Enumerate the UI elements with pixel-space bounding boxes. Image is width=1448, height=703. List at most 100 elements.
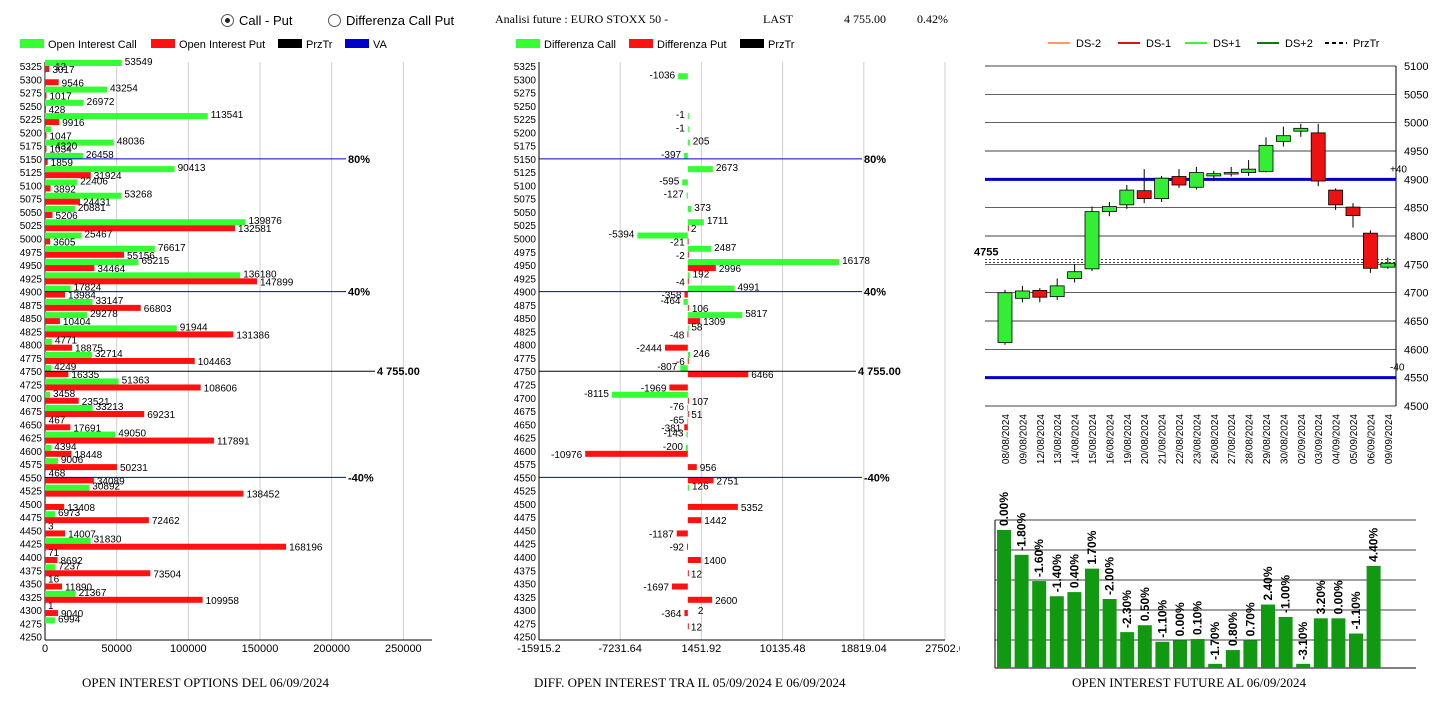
put-bar <box>687 570 689 577</box>
put-value-label: -1969 <box>641 383 667 394</box>
strike-label: 5325 <box>20 62 43 73</box>
future-bar <box>1120 632 1135 668</box>
future-bar <box>1261 604 1275 668</box>
put-bar <box>669 384 688 391</box>
call-bar <box>45 60 122 66</box>
call-bar <box>686 431 688 438</box>
put-bar <box>45 570 151 577</box>
call-value-label: 53268 <box>124 190 152 201</box>
put-bar <box>45 384 201 391</box>
strike-label: 4275 <box>514 619 537 630</box>
call-value-label: 22406 <box>80 176 108 187</box>
put-bar <box>45 464 117 471</box>
candle-body <box>1188 172 1204 188</box>
strike-label: 4850 <box>20 314 43 325</box>
put-value-label: 10404 <box>63 317 91 328</box>
change-value: 0.42% <box>917 12 948 26</box>
future-bar-label: 3.20% <box>1314 580 1328 614</box>
put-bar <box>45 543 287 550</box>
call-value-label: 33213 <box>96 402 124 413</box>
call-value-label: 7237 <box>58 561 81 572</box>
call-value-label: -65 <box>670 415 685 426</box>
legend-label-1: DS-1 <box>1146 38 1171 50</box>
call-bar <box>45 285 71 292</box>
call-bar <box>678 73 688 80</box>
call-bar <box>45 431 116 438</box>
put-value-label: 168196 <box>289 543 323 554</box>
strike-label: 4450 <box>20 526 43 537</box>
strike-label: 4650 <box>514 420 537 431</box>
put-value-label: 17691 <box>73 423 101 434</box>
call-bar <box>45 511 55 518</box>
future-bar-label: 0.00% <box>1173 602 1187 636</box>
strike-label: 5250 <box>20 102 43 113</box>
strike-label: 4375 <box>20 566 43 577</box>
call-value-label: -397 <box>661 150 681 161</box>
put-bar <box>687 556 701 563</box>
put-bar <box>687 357 689 364</box>
x-tick-label: 250000 <box>385 643 422 655</box>
strike-label: 5275 <box>20 89 43 100</box>
date-label: 16/08/2024 <box>1105 414 1116 464</box>
y-tick-label: 4850 <box>1404 203 1428 215</box>
strike-label: 4300 <box>20 606 43 617</box>
candle-body <box>1380 262 1396 268</box>
put-bar <box>45 517 149 524</box>
call-bar <box>45 365 52 372</box>
put-bar <box>45 198 81 205</box>
call-bar <box>45 99 84 106</box>
future-bar <box>1155 641 1170 668</box>
put-value-label: 106 <box>692 304 709 315</box>
put-bar <box>45 450 72 457</box>
strike-label: 4500 <box>514 500 537 511</box>
candle-body <box>1154 177 1170 199</box>
radio-differenza-indicator[interactable] <box>328 14 341 27</box>
strike-label: 4350 <box>514 580 537 591</box>
radio-differenza[interactable]: Differenza Call Put <box>328 13 454 28</box>
x-tick-label: 10135.48 <box>760 643 806 655</box>
call-value-label: 3458 <box>53 389 76 400</box>
strike-label: 4925 <box>20 274 43 285</box>
put-value-label: 12 <box>691 622 703 633</box>
put-bar <box>45 225 236 232</box>
put-value-label: -1697 <box>643 583 669 594</box>
call-value-label: 16 <box>48 575 60 586</box>
call-bar <box>687 205 692 212</box>
strike-label: 5300 <box>514 75 537 86</box>
put-value-label: 109958 <box>206 596 240 607</box>
strike-label: 4475 <box>514 513 537 524</box>
strike-label: 4400 <box>514 553 537 564</box>
oi-future-caption: OPEN INTEREST FUTURE AL 06/09/2024 <box>1072 675 1307 690</box>
put-bar <box>45 371 69 378</box>
call-bar <box>45 550 46 557</box>
candle-body <box>1223 172 1239 175</box>
radio-call-put[interactable]: Call - Put <box>221 13 292 28</box>
radio-call-put-indicator[interactable] <box>221 14 234 27</box>
oi-options-caption: OPEN INTEREST OPTIONS DEL 06/09/2024 <box>82 675 329 690</box>
put-value-label: 428 <box>49 105 66 116</box>
put-value-label: -2444 <box>636 344 662 355</box>
put-value-label: 1442 <box>704 516 727 527</box>
put-value-label: 138452 <box>246 490 280 501</box>
date-label: 21/08/2024 <box>1158 414 1169 464</box>
put-bar <box>45 251 125 258</box>
call-bar <box>45 564 56 571</box>
put-value-label: -364 <box>661 609 681 620</box>
call-value-label: 29278 <box>90 309 118 320</box>
x-tick-label: 1451.92 <box>682 643 722 655</box>
call-value-label: 51363 <box>122 375 150 386</box>
call-value-label: 4991 <box>737 283 760 294</box>
future-bar <box>1067 592 1082 668</box>
future-bar-label: 2.40% <box>1261 566 1275 600</box>
call-value-label: -143 <box>663 429 683 440</box>
strike-label: 5000 <box>20 235 43 246</box>
call-value-label: 43254 <box>110 84 138 95</box>
oi-future-chart: 0.00%-1.80%-1.60% -1.40% 0.40%1.70%-2.00%-… <box>994 492 1416 669</box>
price-label: 4755 <box>974 247 998 259</box>
call-bar <box>687 325 689 332</box>
call-bar <box>683 298 688 305</box>
put-value-label: 6466 <box>751 370 774 381</box>
future-bar <box>1331 618 1346 668</box>
call-bar <box>687 113 689 120</box>
strike-label: 5100 <box>20 181 43 192</box>
